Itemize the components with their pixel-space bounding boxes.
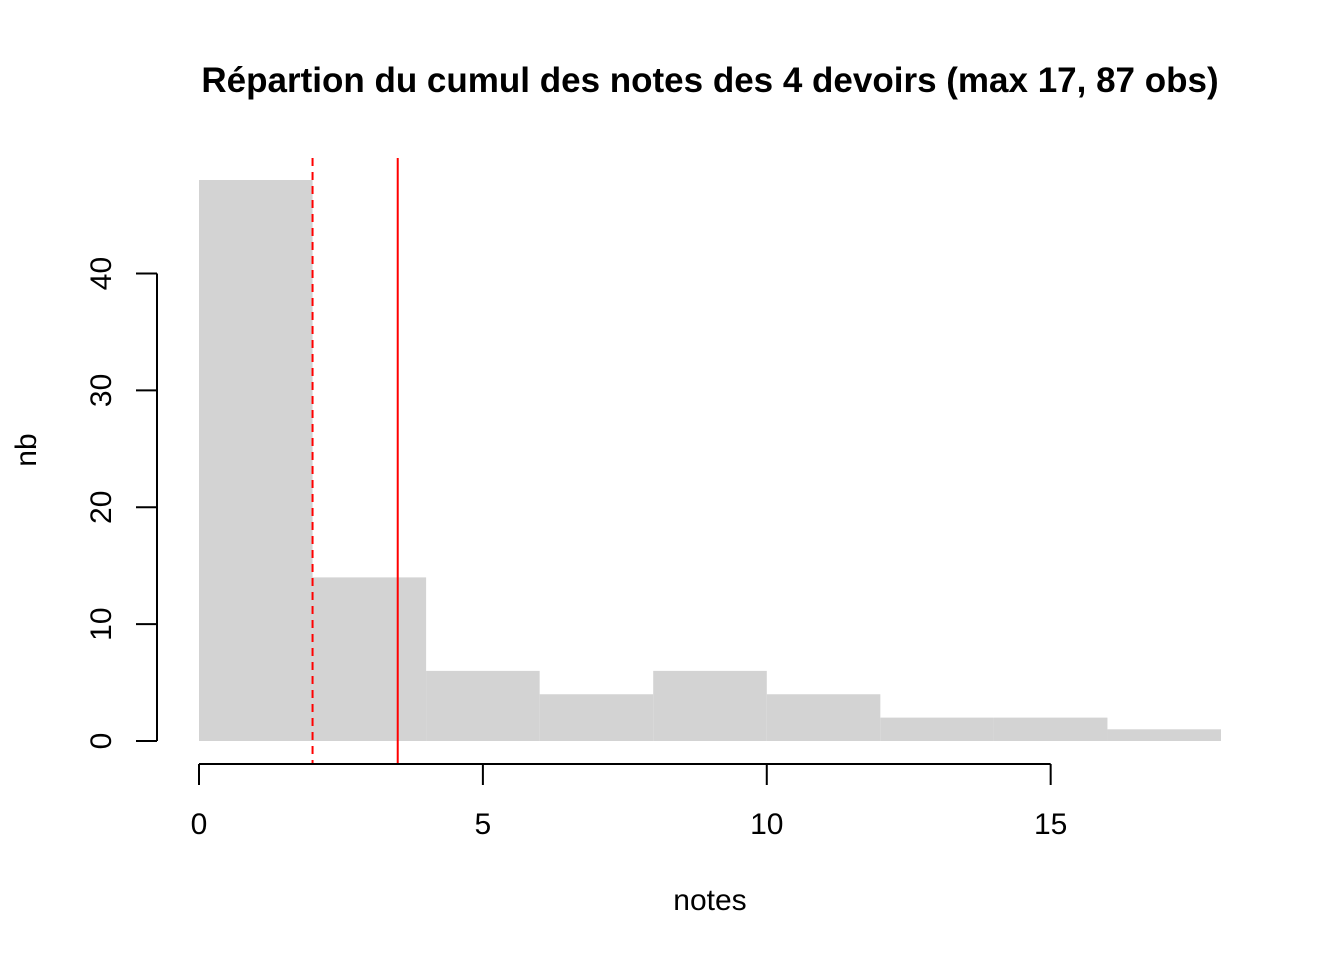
y-tick-label-4: 40 [85,257,118,290]
histogram-bar-1 [312,577,427,741]
x-tick-label-1: 5 [475,808,492,841]
histogram-bar-6 [880,717,994,741]
chart-title: Répartion du cumul des notes des 4 devoi… [201,61,1218,100]
histogram-bar-5 [766,694,881,741]
histogram-bar-8 [1107,729,1221,741]
y-axis-label: nb [10,433,43,466]
y-axis: 0 10 20 30 40 [85,257,158,750]
histogram-bar-0 [199,180,313,741]
y-tick-label-0: 0 [85,733,118,750]
histogram-bar-3 [539,694,654,741]
reference-lines-layer [311,158,399,764]
x-axis: 0 5 10 15 [191,763,1067,841]
bars-layer [199,180,1221,741]
x-tick-label-0: 0 [191,808,208,841]
histogram-bar-4 [653,670,767,741]
x-tick-label-2: 10 [750,808,783,841]
y-tick-label-2: 20 [85,491,118,524]
y-tick-label-1: 10 [85,607,118,640]
histogram-bar-2 [426,670,540,741]
x-tick-label-3: 15 [1034,808,1067,841]
y-tick-label-3: 30 [85,374,118,407]
histogram-bar-7 [993,717,1108,741]
x-axis-label: notes [673,884,746,917]
